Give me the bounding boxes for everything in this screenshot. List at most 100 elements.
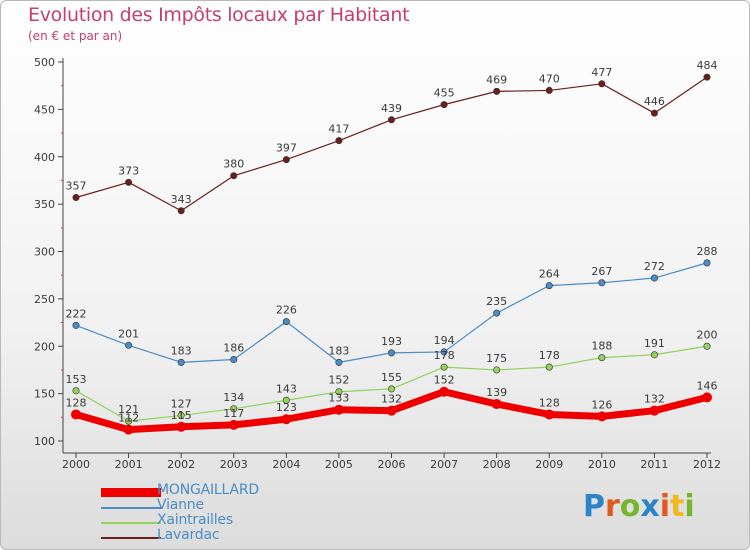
data-point-mongaillard [228,419,239,430]
data-point-mongaillard [649,405,660,416]
data-label-vianne: 193 [381,335,402,348]
data-point-xaintrailles [440,363,448,371]
data-point-xaintrailles [177,411,185,419]
legend-label-xaintrailles: Xaintrailles [157,512,233,528]
data-label-mongaillard: 152 [434,374,455,387]
logo-letter: i [659,489,671,524]
y-tick-label: 250 [34,293,55,306]
data-point-vianne [598,279,606,287]
x-tick-label: 2006 [378,458,406,471]
chart-subtitle: (en € et par an) [28,29,123,43]
data-point-vianne [177,358,185,366]
data-label-vianne: 235 [486,295,507,308]
data-point-lavardac [125,178,133,186]
y-tick-label: 400 [34,151,55,164]
data-label-lavardac: 446 [644,95,665,108]
data-label-mongaillard: 128 [66,396,87,409]
data-label-mongaillard: 126 [591,398,612,411]
data-point-vianne [282,318,290,326]
data-label-lavardac: 477 [591,66,612,79]
data-label-xaintrailles: 153 [66,373,87,386]
data-label-vianne: 194 [434,334,455,347]
data-point-xaintrailles [703,342,711,350]
x-tick-label: 2004 [272,458,300,471]
x-tick-label: 2010 [588,458,616,471]
data-label-lavardac: 439 [381,102,402,115]
x-tick-label: 2012 [693,458,721,471]
legend-label-mongaillard: MONGAILLARD [157,482,259,498]
data-label-xaintrailles: 152 [328,374,349,387]
y-tick-label: 300 [34,246,55,259]
data-label-vianne: 186 [223,342,244,355]
data-label-xaintrailles: 143 [276,382,297,395]
data-point-vianne [545,282,553,290]
data-label-xaintrailles: 178 [434,349,455,362]
data-point-vianne [72,321,80,329]
data-point-vianne [703,259,711,267]
data-label-mongaillard: 117 [223,407,244,420]
data-point-vianne [335,358,343,366]
data-label-vianne: 264 [539,268,560,281]
legend-swatch-vianne [101,507,161,509]
data-point-lavardac [387,116,395,124]
data-label-vianne: 183 [328,344,349,357]
data-point-mongaillard [176,421,187,432]
legend-swatch-mongaillard [101,488,161,497]
data-point-vianne [440,348,448,356]
data-point-vianne [125,341,133,349]
chart-title: Evolution des Impôts locaux par Habitant [28,4,410,26]
data-point-lavardac [440,101,448,109]
data-label-mongaillard: 123 [276,401,297,414]
data-point-vianne [230,356,238,364]
data-point-vianne [493,309,501,317]
data-point-lavardac [72,193,80,201]
data-label-vianne: 267 [591,265,612,278]
y-tick-label: 150 [34,388,55,401]
data-point-lavardac [335,137,343,145]
data-point-lavardac [650,109,658,117]
x-tick-label: 2005 [325,458,353,471]
data-label-vianne: 272 [644,260,665,273]
data-label-vianne: 183 [171,344,192,357]
data-label-vianne: 288 [697,245,718,258]
data-label-mongaillard: 139 [486,386,507,399]
y-tick-label: 350 [34,198,55,211]
data-label-xaintrailles: 121 [118,403,139,416]
data-point-lavardac [282,156,290,164]
data-label-mongaillard: 132 [644,393,665,406]
legend-label-vianne: Vianne [157,497,204,513]
x-tick-label: 2007 [430,458,458,471]
x-tick-label: 2008 [483,458,511,471]
data-label-lavardac: 455 [434,87,455,100]
legend-swatch-lavardac [101,537,161,539]
data-point-vianne [650,274,658,282]
data-point-mongaillard [596,411,607,422]
logo-letter: t [670,489,685,524]
data-label-mongaillard: 132 [381,393,402,406]
data-point-xaintrailles [598,354,606,362]
data-label-lavardac: 469 [486,73,507,86]
data-point-mongaillard [702,392,712,403]
data-point-mongaillard [386,405,397,416]
data-point-xaintrailles [125,417,133,425]
data-label-xaintrailles: 191 [644,337,665,350]
logo-letter: i [684,489,695,524]
y-tick-label: 500 [34,56,55,69]
data-point-mongaillard [544,409,555,420]
data-label-mongaillard: 133 [328,392,349,405]
logo-letter: o [619,489,641,524]
data-point-xaintrailles [230,405,238,413]
proxiti-logo: Proxiti [583,489,695,524]
legend-swatch-xaintrailles [101,522,161,524]
data-label-mongaillard: 115 [171,409,192,422]
x-tick-label: 2003 [220,458,248,471]
data-point-lavardac [545,86,553,94]
data-label-mongaillard: 128 [539,396,560,409]
data-label-xaintrailles: 200 [697,328,718,341]
data-point-mongaillard [333,404,344,415]
logo-letter: x [640,489,660,524]
data-point-xaintrailles [72,387,80,395]
data-point-mongaillard [439,386,450,397]
